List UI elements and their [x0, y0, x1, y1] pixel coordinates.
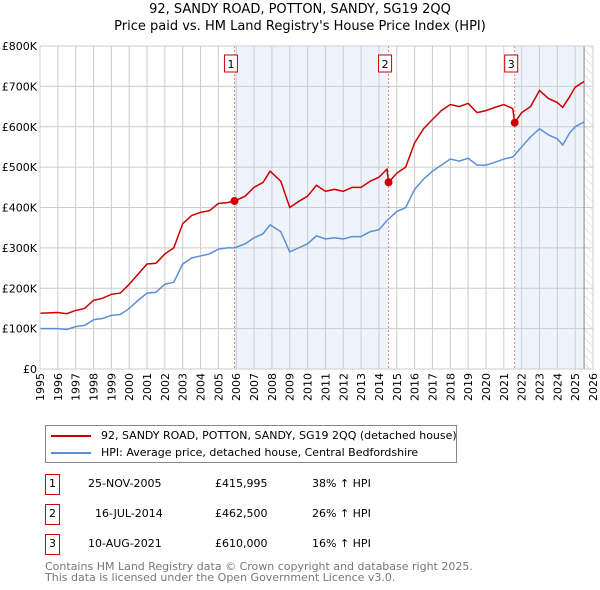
- sale-date: 16-JUL-2014: [95, 507, 163, 520]
- x-tick-label: 2002: [159, 373, 172, 401]
- sale-number-badge: 3: [45, 534, 60, 555]
- y-tick-label: £700K: [2, 80, 38, 93]
- x-tick-label: 2004: [195, 373, 208, 401]
- x-tick-label: 2014: [373, 373, 386, 401]
- footer-licence: This data is licensed under the Open Gov…: [45, 571, 396, 584]
- sale-price: £610,000: [215, 537, 268, 550]
- sale-row: 1 25-NOV-2005 £415,995 38% ↑ HPI: [45, 474, 465, 495]
- x-tick-label: 2023: [533, 373, 546, 401]
- footer-copyright: Contains HM Land Registry data © Crown c…: [45, 560, 473, 573]
- x-tick-label: 2010: [302, 373, 315, 401]
- y-tick-label: £800K: [2, 40, 38, 53]
- sale-price: £415,995: [215, 477, 268, 490]
- legend-property-label: 92, SANDY ROAD, POTTON, SANDY, SG19 2QQ …: [101, 429, 457, 442]
- sale-point: [510, 118, 519, 127]
- y-tick-label: £500K: [2, 161, 38, 174]
- x-tick-label: 2013: [355, 373, 368, 401]
- x-tick-label: 2012: [337, 373, 350, 401]
- sale-hpi-diff: 26% ↑ HPI: [312, 507, 371, 520]
- sale-label-box: [378, 54, 393, 73]
- y-tick-label: £200K: [2, 282, 38, 295]
- sale-date: 10-AUG-2021: [88, 537, 162, 550]
- x-tick-label: 2024: [551, 373, 564, 401]
- x-tick-label: 2025: [569, 373, 582, 401]
- sale-label: 1: [227, 58, 234, 71]
- y-tick-label: £100K: [2, 323, 38, 336]
- x-tick-label: 2001: [141, 373, 154, 401]
- y-tick-label: £600K: [2, 121, 38, 134]
- x-tick-label: 2015: [391, 373, 404, 401]
- legend-hpi-label: HPI: Average price, detached house, Cent…: [101, 446, 419, 459]
- x-tick-label: 2007: [248, 373, 261, 401]
- x-tick-label: 2011: [319, 373, 332, 401]
- sale-label-box: [504, 54, 519, 73]
- x-tick-label: 2018: [444, 373, 457, 401]
- x-tick-label: 2000: [123, 373, 136, 401]
- y-tick-label: £300K: [2, 242, 38, 255]
- legend-property-swatch: [51, 434, 91, 437]
- plot-frame: [39, 45, 594, 370]
- x-tick-label: 1999: [105, 373, 118, 401]
- x-tick-label: 2003: [177, 373, 190, 401]
- x-tick-label: 2022: [516, 373, 529, 401]
- sale-number-badge: 2: [45, 504, 60, 525]
- sale-label: 3: [508, 58, 515, 71]
- x-tick-label: 2019: [462, 373, 475, 401]
- x-tick-label: 1996: [52, 373, 65, 401]
- property-series-line: [39, 80, 585, 315]
- x-tick-label: 2016: [409, 373, 422, 401]
- y-tick-label: £0: [23, 363, 37, 376]
- x-tick-label: 2008: [266, 373, 279, 401]
- sale-row: 2 16-JUL-2014 £462,500 26% ↑ HPI: [45, 504, 465, 525]
- x-tick-label: 1997: [70, 373, 83, 401]
- x-tick-label: 1995: [34, 373, 47, 401]
- sale-hpi-diff: 16% ↑ HPI: [312, 537, 371, 550]
- x-tick-label: 2017: [426, 373, 439, 401]
- sale-label-box: [223, 54, 238, 73]
- x-tick-label: 2009: [284, 373, 297, 401]
- sale-hpi-diff: 38% ↑ HPI: [312, 477, 371, 490]
- x-tick-label: 2020: [480, 373, 493, 401]
- sale-number-badge: 1: [45, 474, 60, 495]
- y-tick-label: £400K: [2, 202, 38, 215]
- chart-title: 92, SANDY ROAD, POTTON, SANDY, SG19 2QQ: [149, 2, 451, 17]
- chart-subtitle: Price paid vs. HM Land Registry's House …: [114, 19, 486, 34]
- sale-point: [230, 197, 239, 206]
- sale-row: 3 10-AUG-2021 £610,000 16% ↑ HPI: [45, 534, 465, 555]
- legend-hpi-swatch: [51, 451, 91, 454]
- price-chart: 1995 1996 1997 1998 1999 2000 2001 2002 2003 2004…: [2, 40, 600, 401]
- x-tick-label: 2005: [212, 373, 225, 401]
- legend: 92, SANDY ROAD, POTTON, SANDY, SG19 2QQ …: [45, 425, 457, 463]
- sale-date: 25-NOV-2005: [88, 477, 162, 490]
- sale-price: £462,500: [215, 507, 268, 520]
- sale-label: 2: [382, 58, 389, 71]
- x-tick-label: 2006: [230, 373, 243, 401]
- x-tick-label: 2021: [498, 373, 511, 401]
- x-tick-label: 2026: [587, 373, 600, 401]
- x-tick-label: 1998: [88, 373, 101, 401]
- sale-point: [384, 178, 393, 187]
- hpi-series-line: [40, 121, 585, 331]
